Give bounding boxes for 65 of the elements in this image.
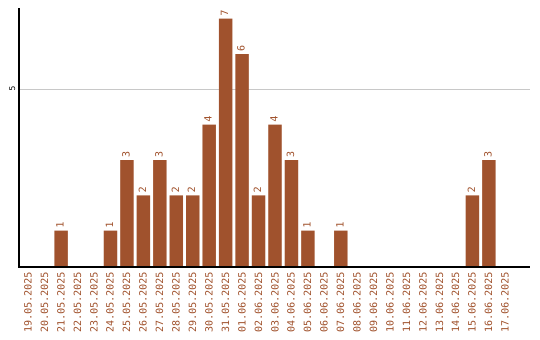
bar [186,195,200,266]
x-tick-label: 28.05.2025 [172,272,183,332]
bar [136,195,150,266]
data-label: 1 [56,222,67,228]
x-tick-label: 08.06.2025 [352,272,364,332]
data-label: 2 [170,186,182,192]
x-tick-label: 24.05.2025 [106,272,117,332]
bar [268,124,282,266]
bar [334,230,348,266]
data-label: 1 [302,222,314,228]
data-label: 3 [286,150,297,157]
x-tick-label: 13.06.2025 [434,272,446,332]
x-tick-label: 04.06.2025 [286,272,298,332]
x-tick-label: 17.06.2025 [500,272,512,332]
data-label: 2 [253,186,264,192]
bar [301,230,315,266]
x-tick-label: 01.06.2025 [237,272,248,332]
x-tick-label: 29.05.2025 [188,272,199,332]
bar [482,160,496,266]
data-label: 2 [138,186,149,192]
data-label: 4 [204,116,215,122]
x-tick-label: 19.05.2025 [23,272,34,332]
x-tick-label: 10.06.2025 [385,272,396,332]
bar [466,195,480,266]
x-tick-label: 03.06.2025 [270,272,282,332]
y-tick-label: 5 [8,86,18,91]
x-tick-label: 25.05.2025 [122,272,134,332]
x-tick-label: 26.05.2025 [138,272,150,332]
bar [104,230,118,266]
x-tick-label: 11.06.2025 [402,272,413,332]
data-label: 7 [220,10,232,16]
bar [170,195,184,266]
x-tick-label: 12.06.2025 [418,272,430,332]
bar [153,160,167,266]
x-tick-label: 23.05.2025 [89,272,100,332]
data-label: 3 [121,150,132,157]
x-tick-label: 07.06.2025 [336,272,348,332]
bar [235,54,249,266]
x-tick-label: 14.06.2025 [451,272,462,332]
data-label: 2 [187,186,198,192]
x-tick-label: 15.06.2025 [468,272,479,332]
bar [120,160,134,266]
x-tick-label: 05.06.2025 [303,272,314,332]
x-tick-label: 20.05.2025 [40,272,51,332]
x-tick-label: 30.05.2025 [204,272,216,332]
bar [284,160,298,266]
bar [202,124,216,266]
data-label: 2 [466,186,478,192]
x-tick-label: 27.05.2025 [155,272,166,332]
x-tick-label: 16.06.2025 [484,272,496,332]
x-tick-label: 02.06.2025 [254,272,265,332]
data-label: 1 [104,222,116,228]
x-tick-label: 06.06.2025 [320,272,331,332]
data-label: 3 [154,150,166,157]
data-label: 6 [236,44,248,51]
bar [218,18,232,266]
x-tick-label: 09.06.2025 [368,272,380,332]
data-label: 1 [335,222,346,228]
x-tick-label: 21.05.2025 [56,272,68,332]
bar [54,230,68,266]
x-tick-label: 22.05.2025 [72,272,84,332]
x-tick-label: 31.05.2025 [220,272,232,332]
data-label: 4 [270,116,280,122]
bar [252,195,266,266]
data-label: 3 [483,150,494,157]
